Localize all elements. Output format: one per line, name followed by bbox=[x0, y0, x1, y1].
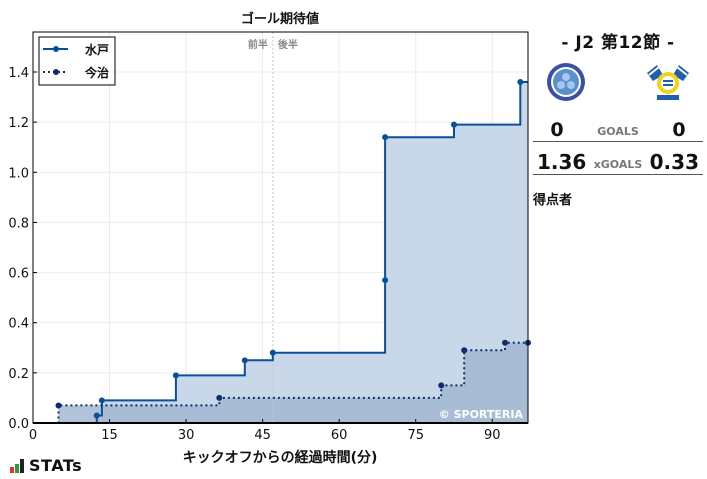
svg-text:後半: 後半 bbox=[278, 38, 298, 51]
series-lines bbox=[33, 79, 531, 424]
svg-text:今治: 今治 bbox=[84, 65, 109, 80]
svg-text:0.8: 0.8 bbox=[8, 216, 29, 231]
goals-label: GOALS bbox=[597, 125, 639, 138]
svg-text:0.2: 0.2 bbox=[8, 367, 29, 382]
home-xgoals: 1.36 bbox=[537, 150, 587, 174]
xgoals-row: 1.36 xGOALS 0.33 bbox=[533, 142, 703, 175]
x-axis-label: キックオフからの経過時間(分) bbox=[182, 450, 378, 466]
xgoals-label: xGOALS bbox=[593, 158, 643, 171]
goals-row: 0 GOALS 0 bbox=[533, 113, 703, 142]
mito-hollyhock-crest-icon bbox=[547, 63, 585, 101]
fc-imabari-crest-icon bbox=[647, 65, 689, 100]
svg-text:前半: 前半 bbox=[248, 38, 268, 51]
svg-text:0.6: 0.6 bbox=[8, 267, 29, 282]
bar-chart-icon bbox=[10, 458, 24, 473]
away-goals: 0 bbox=[672, 119, 686, 141]
chart-title: ゴール期待値 bbox=[240, 12, 319, 27]
match-summary-panel: - J2 第12節 - 0 GOALS 0 1.36 xGOALS 0. bbox=[533, 28, 703, 208]
svg-text:1.0: 1.0 bbox=[8, 166, 29, 181]
stats-logo: STATs bbox=[10, 456, 82, 475]
svg-text:15: 15 bbox=[101, 428, 118, 443]
away-xgoals: 0.33 bbox=[649, 150, 699, 174]
svg-text:45: 45 bbox=[254, 428, 271, 443]
axes: 0 15 30 45 60 75 90 0.0 0.2 0.4 0.6 0.8 1.0 1.2 1.4 bbox=[8, 31, 529, 443]
svg-text:水戸: 水戸 bbox=[85, 42, 109, 57]
svg-text:30: 30 bbox=[178, 428, 195, 443]
stats-brand-text: STATs bbox=[29, 456, 83, 475]
svg-text:1.2: 1.2 bbox=[8, 116, 29, 131]
match-round-title: - J2 第12節 - bbox=[561, 33, 675, 53]
scorers-heading: 得点者 bbox=[533, 193, 573, 208]
svg-text:0: 0 bbox=[29, 428, 37, 443]
svg-text:75: 75 bbox=[407, 428, 424, 443]
svg-text:1.4: 1.4 bbox=[8, 66, 29, 81]
svg-text:90: 90 bbox=[484, 428, 501, 443]
home-goals: 0 bbox=[550, 119, 564, 141]
watermark: © SPORTERIA bbox=[439, 408, 524, 421]
svg-text:0.4: 0.4 bbox=[8, 317, 29, 332]
svg-text:0.0: 0.0 bbox=[8, 417, 29, 432]
svg-text:60: 60 bbox=[331, 428, 348, 443]
area-fills bbox=[33, 82, 528, 423]
